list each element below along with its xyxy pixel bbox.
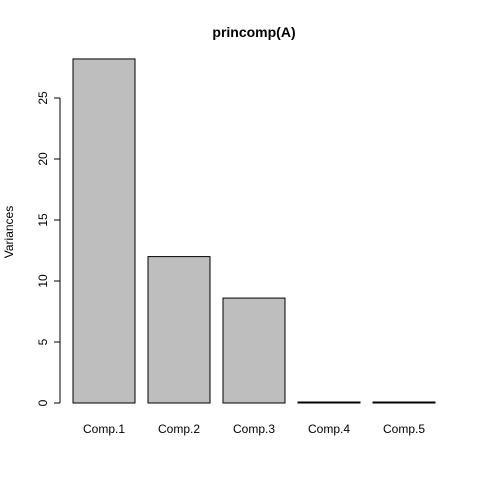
y-tick-label: 0 — [36, 399, 50, 406]
x-tick-label: Comp.3 — [233, 422, 275, 436]
bars — [72, 58, 436, 404]
chart-title: princomp(A) — [212, 24, 295, 40]
y-tick-label: 15 — [36, 213, 50, 227]
bar-comp-1 — [72, 58, 136, 404]
y-tick-label: 25 — [36, 91, 50, 105]
x-tick-label: Comp.1 — [83, 422, 125, 436]
bar-comp-2 — [147, 256, 211, 404]
bar-comp-4 — [297, 401, 361, 404]
y-axis-label: Variances — [2, 206, 16, 258]
bar-comp-3 — [222, 297, 286, 404]
y-tick-label: 10 — [36, 274, 50, 288]
x-tick-label: Comp.4 — [308, 422, 350, 436]
x-tick-label: Comp.5 — [383, 422, 425, 436]
x-axis-labels: Comp.1 Comp.2 Comp.3 Comp.4 Comp.5 — [83, 422, 425, 436]
bar-comp-5 — [372, 401, 436, 404]
y-axis: 0 5 10 15 20 25 — [36, 91, 61, 406]
y-tick-label: 20 — [36, 152, 50, 166]
x-tick-label: Comp.2 — [158, 422, 200, 436]
y-tick-label: 5 — [36, 338, 50, 345]
